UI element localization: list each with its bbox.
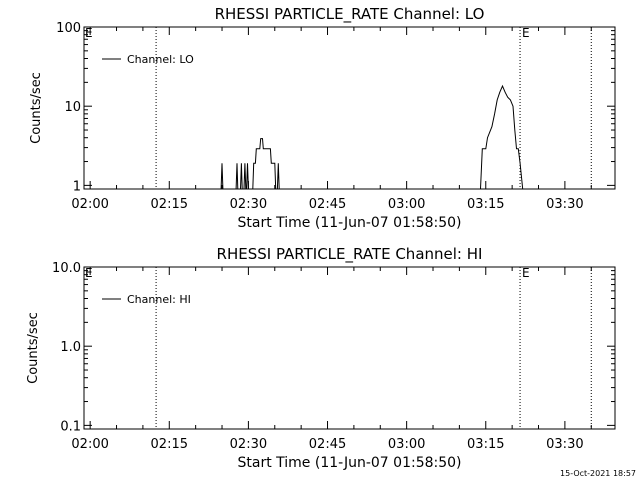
- y-tick-label: 1: [73, 179, 81, 194]
- x-tick-label: 02:00: [71, 197, 108, 212]
- series-line: [220, 84, 524, 189]
- legend-entry: Channel: LO: [127, 53, 194, 66]
- x-tick-label: 02:15: [151, 437, 188, 452]
- x-tick-label: 03:00: [388, 197, 425, 212]
- y-tick-label: 10.0: [52, 261, 81, 276]
- edge-label: E: [85, 26, 93, 40]
- x-tick-label: 02:00: [71, 437, 108, 452]
- legend-entry: Channel: HI: [127, 293, 191, 306]
- x-tick-label: 03:15: [467, 197, 504, 212]
- x-tick-label: 03:15: [467, 437, 504, 452]
- y-tick-label: 1.0: [60, 340, 81, 355]
- y-tick-label: 10: [64, 100, 81, 115]
- plot-frame: [83, 26, 616, 190]
- x-tick-label: 02:15: [151, 197, 188, 212]
- event-marker-label: E: [522, 266, 530, 280]
- x-axis-title: Start Time (11-Jun-07 01:58:50): [238, 215, 462, 231]
- y-tick-label: 0.1: [60, 419, 81, 434]
- x-tick-label: 02:45: [309, 197, 346, 212]
- x-tick-label: 02:30: [230, 437, 267, 452]
- footer-timestamp: 15-Oct-2021 18:57: [560, 469, 636, 478]
- y-axis-title: Counts/sec: [29, 72, 44, 144]
- y-tick-label: 100: [56, 21, 81, 36]
- x-axis-title: Start Time (11-Jun-07 01:58:50): [238, 455, 462, 471]
- x-tick-label: 03:00: [388, 437, 425, 452]
- x-tick-label: 03:30: [546, 197, 583, 212]
- edge-label: E: [85, 266, 93, 280]
- y-axis-title: Counts/sec: [26, 312, 41, 384]
- x-tick-label: 02:30: [230, 197, 267, 212]
- x-tick-label: 02:45: [309, 437, 346, 452]
- plot-frame: [83, 266, 616, 430]
- chart-title: RHESSI PARTICLE_RATE Channel: LO: [215, 5, 485, 24]
- event-marker-label: E: [522, 26, 530, 40]
- x-tick-label: 03:30: [546, 437, 583, 452]
- chart-title: RHESSI PARTICLE_RATE Channel: HI: [217, 245, 483, 264]
